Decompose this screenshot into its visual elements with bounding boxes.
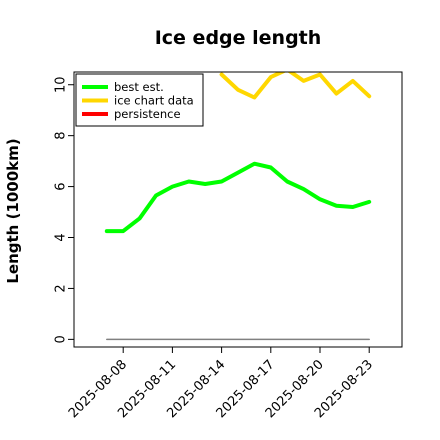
y-tick-label-5: 10	[54, 76, 69, 93]
y-axis: 0 2 4 6 8 10	[54, 76, 74, 344]
series-layer	[104, 72, 372, 341]
y-tick-label-1: 2	[54, 284, 69, 292]
plot-frame	[73, 71, 403, 348]
y-axis-label: Length (1000km)	[4, 138, 22, 283]
legend-label-0: best est.	[114, 80, 164, 94]
y-tick-label-4: 8	[54, 132, 69, 140]
y-tick-label-0: 0	[54, 335, 69, 343]
x-axis: 2025-08-082025-08-112025-08-142025-08-17…	[66, 347, 376, 421]
legend-label-1: ice chart data	[114, 94, 194, 108]
y-tick-label-2: 4	[54, 233, 69, 241]
series-line-0	[104, 161, 372, 234]
y-tick-label-3: 6	[54, 182, 69, 190]
series-line-1	[219, 72, 372, 100]
chart-title: Ice edge length	[155, 27, 322, 49]
legend-label-2: persistence	[114, 107, 181, 121]
